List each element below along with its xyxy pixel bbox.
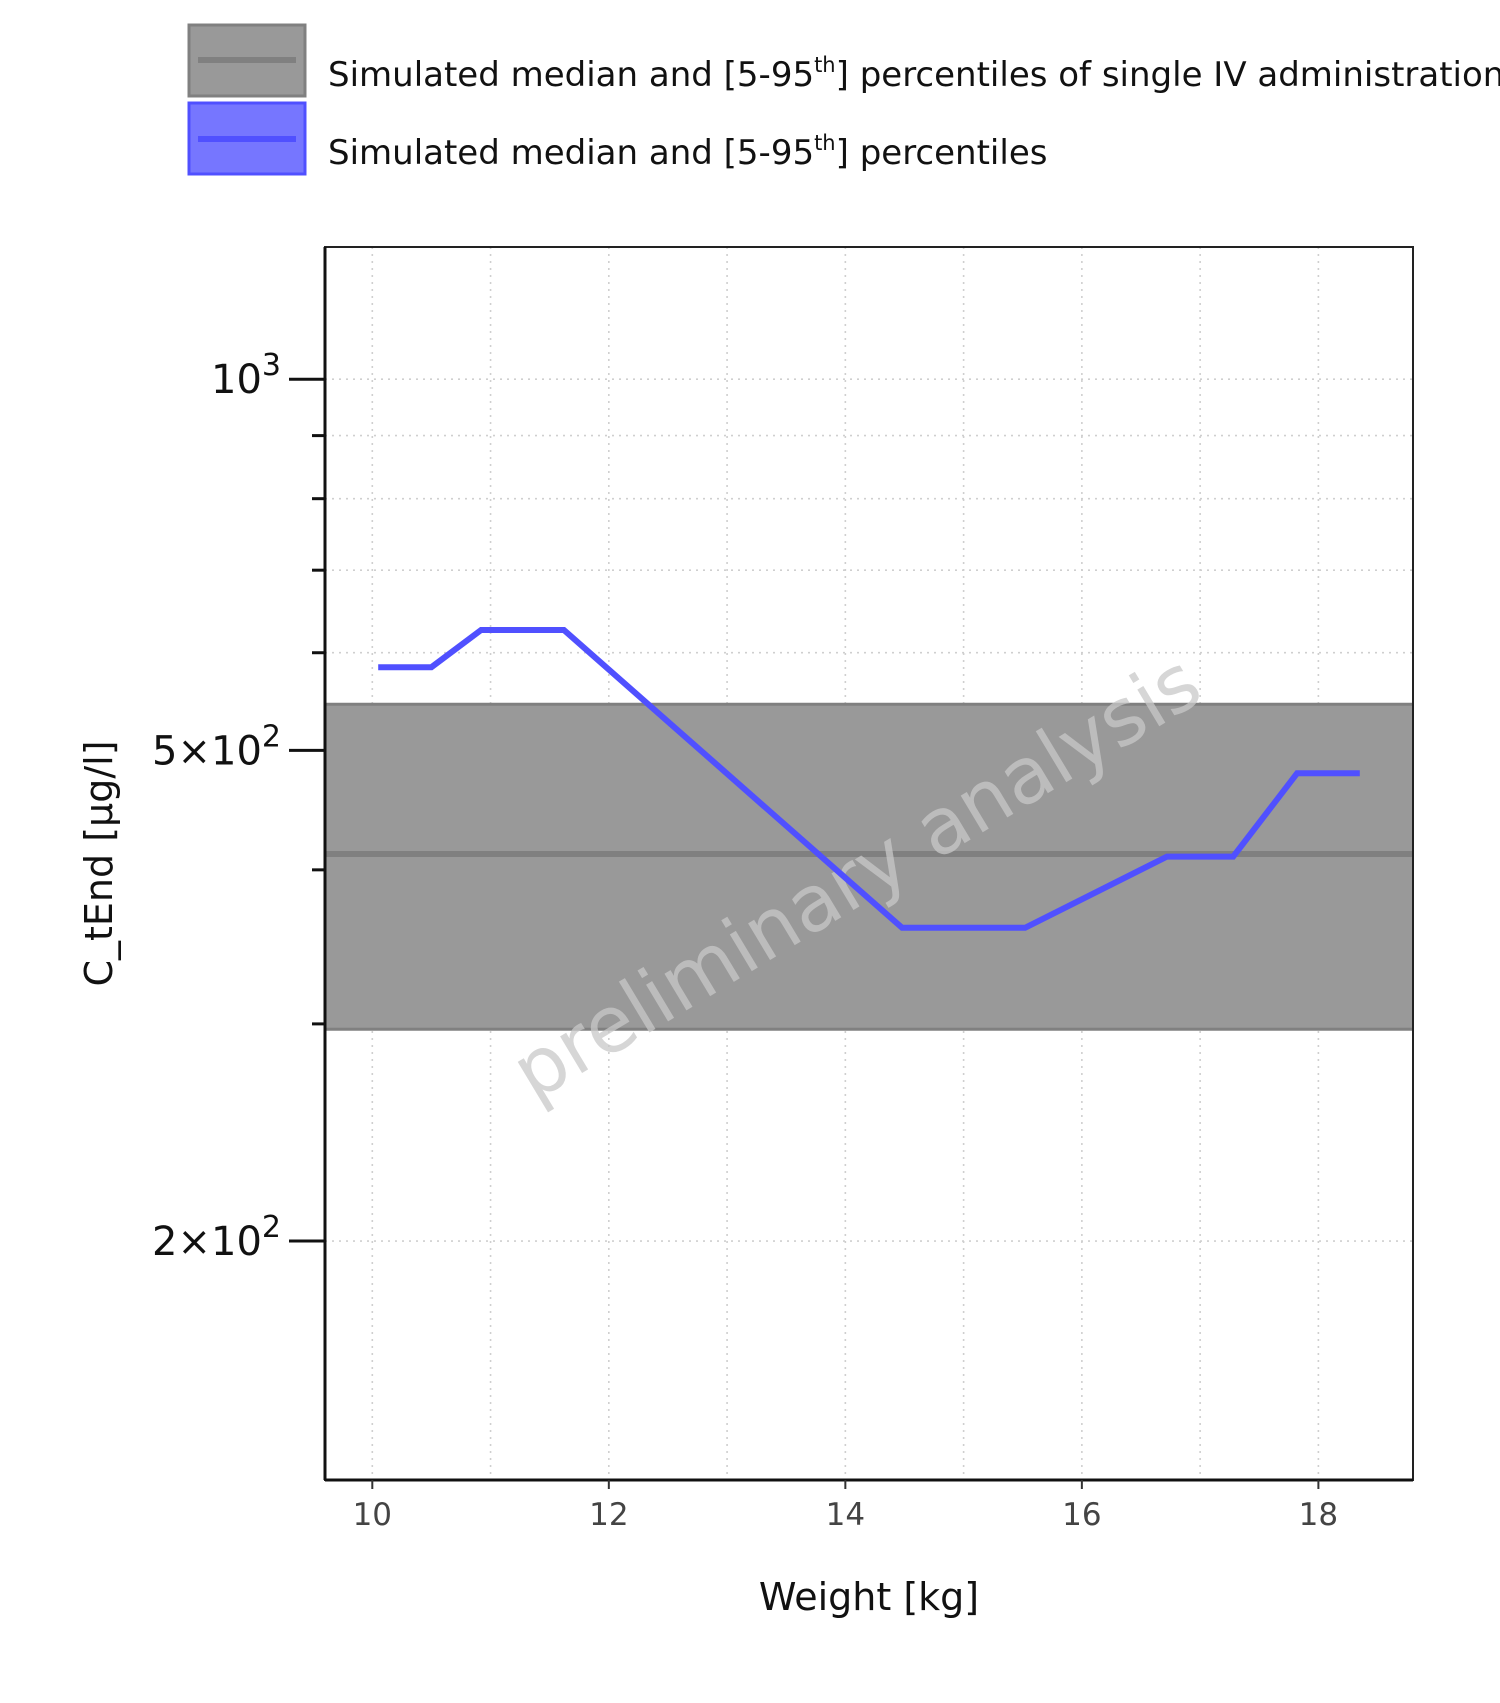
legend: Simulated median and [5-95th] percentile…	[187, 23, 1500, 176]
series-layer	[378, 627, 1360, 931]
y-tick-label-1: 5×102	[152, 719, 281, 774]
legend-item-reference: Simulated median and [5-95th] percentile…	[187, 23, 1500, 98]
simulated-median-line	[378, 627, 1360, 931]
legend-label-reference: Simulated median and [5-95th] percentile…	[328, 53, 1500, 95]
x-tick-label-4: 18	[1299, 1497, 1338, 1533]
x-axis-title: Weight [kg]	[759, 1575, 979, 1619]
legend-item-simulation: Simulated median and [5-95th] percentile…	[187, 101, 1047, 176]
axes: 10 12 14 16 18 103 5×102 2×102	[152, 247, 1413, 1533]
reference-band-area	[325, 704, 1413, 1030]
x-tick-label-2: 14	[826, 1497, 865, 1533]
y-tick-label-0: 103	[211, 348, 281, 403]
x-tick-label-0: 10	[353, 1497, 392, 1533]
x-tick-label-3: 16	[1062, 1497, 1101, 1533]
legend-label-simulation: Simulated median and [5-95th] percentile…	[328, 131, 1047, 173]
x-tick-label-1: 12	[589, 1497, 628, 1533]
reference-band-layer	[325, 702, 1413, 1031]
y-tick-label-2: 2×102	[152, 1210, 281, 1265]
y-axis-title: C_tEnd [µg/l]	[77, 740, 121, 986]
